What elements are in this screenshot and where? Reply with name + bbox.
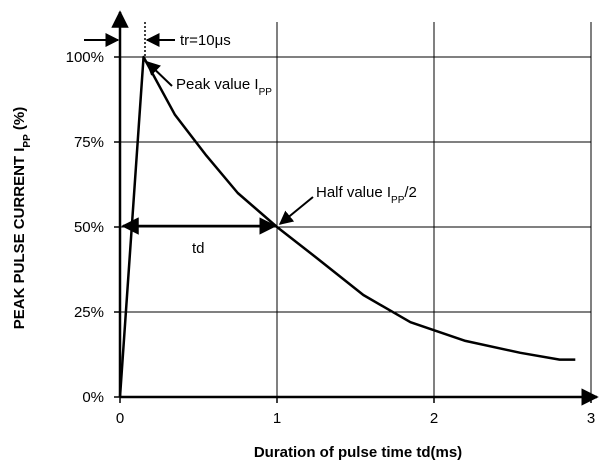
half-arrow: [278, 196, 314, 225]
half-label-text: Half value I: [316, 184, 391, 201]
y-tick-label: 0%: [82, 389, 104, 406]
y-tick-label: 75%: [74, 134, 104, 151]
rise-label: tr=10μs: [180, 32, 231, 49]
y-tick-label: 25%: [74, 304, 104, 321]
pulse-curve: [118, 55, 576, 398]
peak-label-sub: PP: [259, 87, 273, 98]
plot: [118, 55, 576, 398]
x-axis-title: Duration of pulse time td(ms): [254, 444, 462, 461]
x-tick-label: 2: [430, 410, 438, 427]
y-axis-title: PEAK PULSE CURRENT IPP (%): [11, 107, 33, 330]
half-label-sub: PP: [391, 195, 405, 206]
y-axis-title-text: PEAK PULSE CURRENT I: [11, 148, 28, 330]
x-tick-label: 3: [587, 410, 595, 427]
half-label: Half value IPP/2: [316, 184, 417, 206]
y-axis-title-tail: (%): [11, 107, 28, 135]
peak-arrow: [145, 61, 173, 87]
grid: [114, 22, 592, 403]
y-axis-title-sub: PP: [22, 134, 33, 148]
peak-label: Peak value IPP: [176, 76, 272, 98]
td-label: td: [192, 240, 205, 257]
peak-label-text: Peak value I: [176, 76, 259, 93]
half-label-tail: /2: [404, 184, 417, 201]
y-tick-label: 100%: [66, 49, 104, 66]
y-tick-label: 50%: [74, 219, 104, 236]
x-tick-label: 1: [273, 410, 281, 427]
x-tick-label: 0: [116, 410, 124, 427]
